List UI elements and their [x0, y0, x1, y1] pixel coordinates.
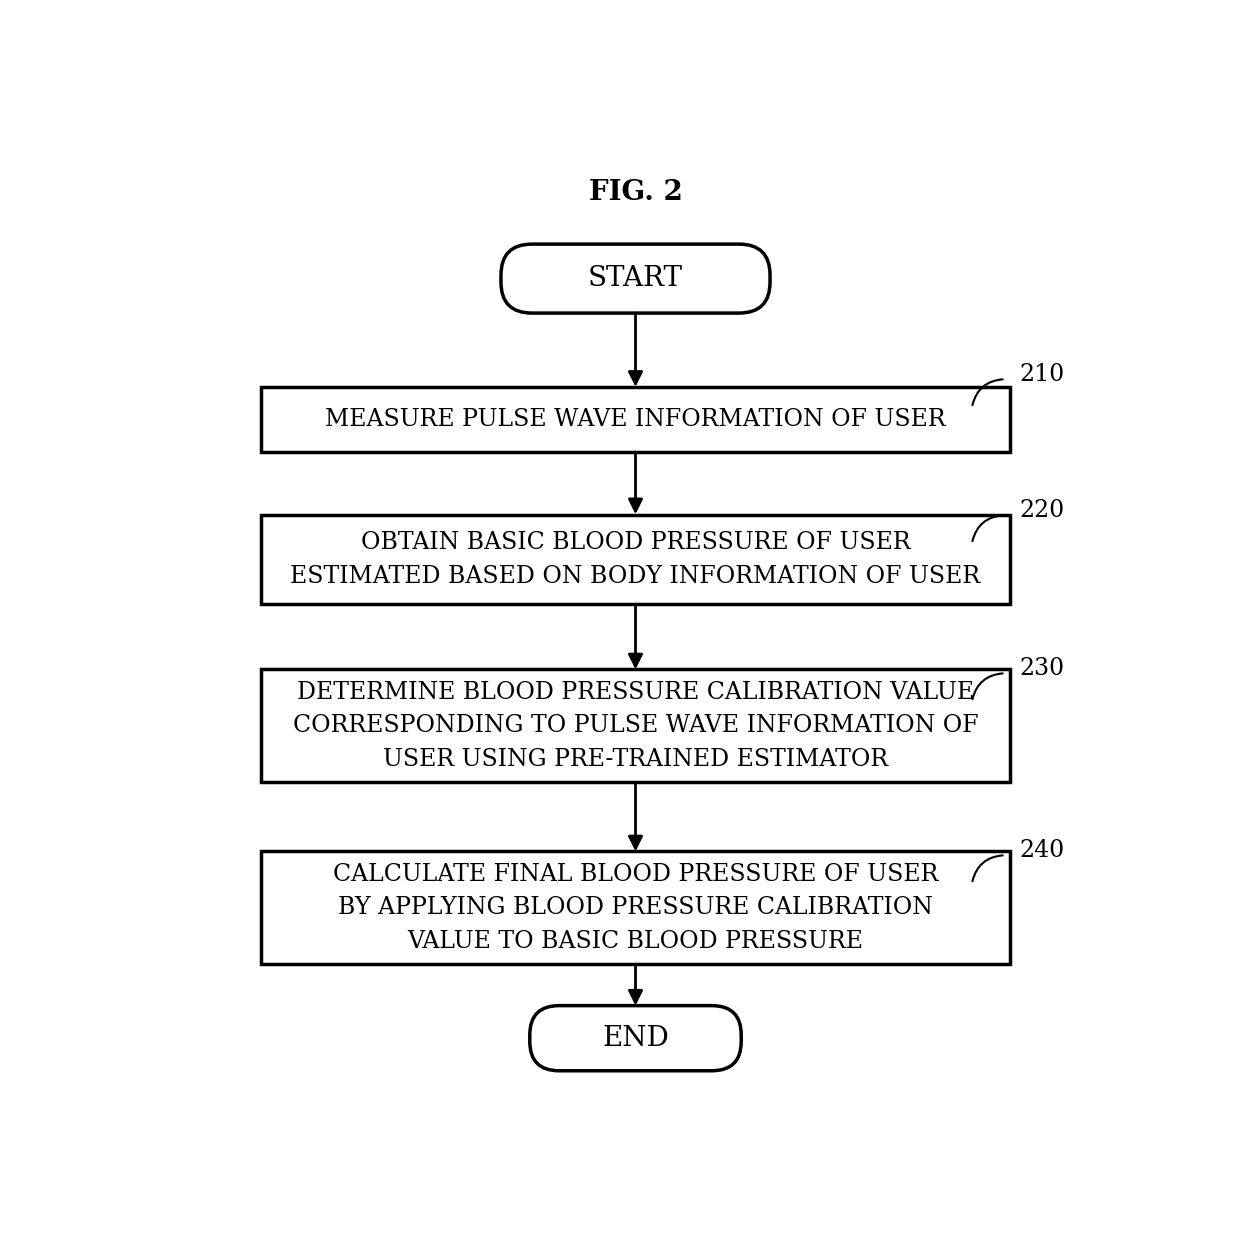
Text: 220: 220 — [1019, 499, 1065, 522]
FancyBboxPatch shape — [260, 851, 1011, 964]
FancyBboxPatch shape — [260, 669, 1011, 782]
Text: CALCULATE FINAL BLOOD PRESSURE OF USER
BY APPLYING BLOOD PRESSURE CALIBRATION
VA: CALCULATE FINAL BLOOD PRESSURE OF USER B… — [332, 862, 939, 953]
FancyBboxPatch shape — [260, 387, 1011, 452]
Text: 230: 230 — [1019, 657, 1065, 680]
Text: 210: 210 — [1019, 363, 1065, 386]
Text: OBTAIN BASIC BLOOD PRESSURE OF USER
ESTIMATED BASED ON BODY INFORMATION OF USER: OBTAIN BASIC BLOOD PRESSURE OF USER ESTI… — [290, 531, 981, 587]
Text: 240: 240 — [1019, 838, 1065, 862]
Text: START: START — [588, 265, 683, 292]
FancyBboxPatch shape — [260, 515, 1011, 603]
FancyBboxPatch shape — [529, 1005, 742, 1071]
Text: END: END — [603, 1025, 668, 1051]
Text: MEASURE PULSE WAVE INFORMATION OF USER: MEASURE PULSE WAVE INFORMATION OF USER — [325, 408, 946, 430]
Text: FIG. 2: FIG. 2 — [589, 179, 682, 207]
FancyBboxPatch shape — [501, 244, 770, 313]
Text: DETERMINE BLOOD PRESSURE CALIBRATION VALUE
CORRESPONDING TO PULSE WAVE INFORMATI: DETERMINE BLOOD PRESSURE CALIBRATION VAL… — [293, 680, 978, 771]
